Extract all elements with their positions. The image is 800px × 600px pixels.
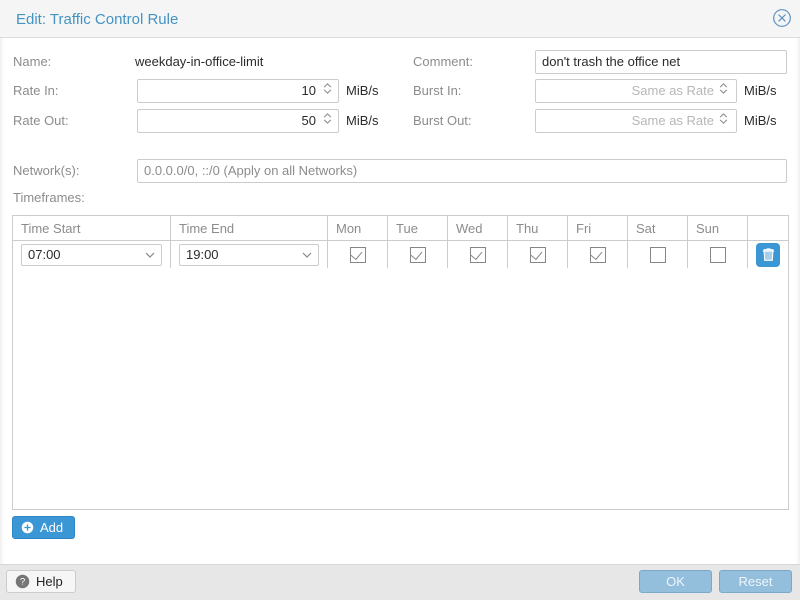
svg-text:?: ? xyxy=(20,577,25,588)
